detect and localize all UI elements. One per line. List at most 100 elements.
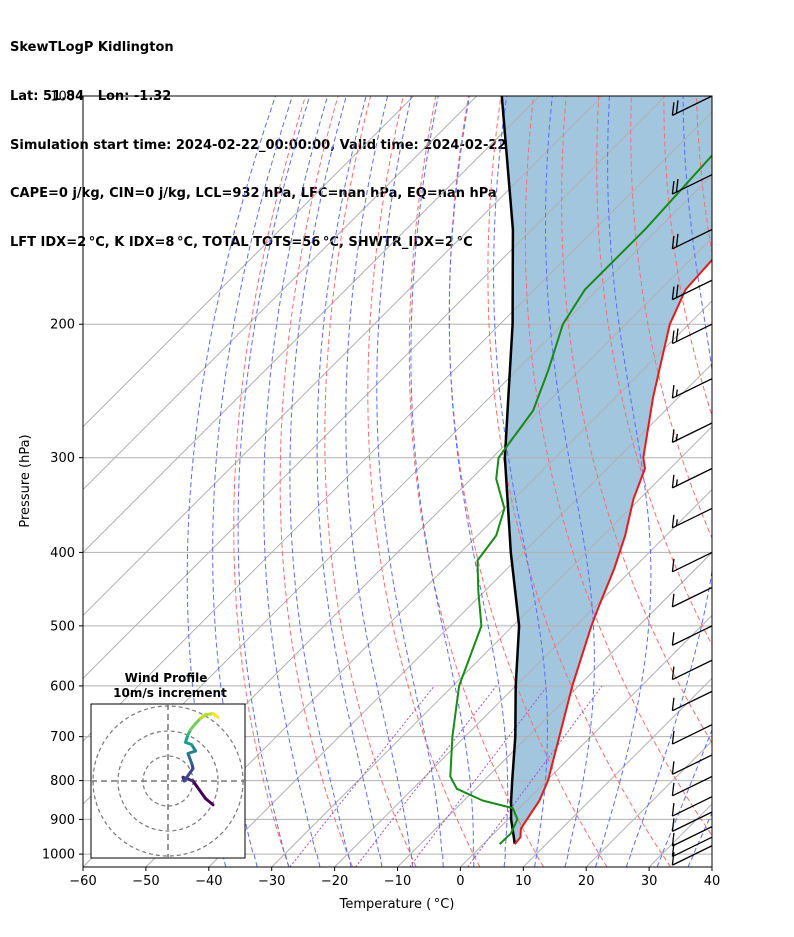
barb-shaft (672, 826, 712, 847)
isotherm-line (271, 425, 712, 867)
barb-feather (675, 100, 679, 114)
x-tick-label: 0 (456, 874, 464, 889)
barb-feather (671, 235, 675, 249)
barb-shaft (672, 323, 712, 345)
hodograph-ring (117, 730, 219, 832)
dry-adiabat (324, 96, 417, 867)
barb-feather (671, 558, 675, 572)
mixing-ratio-line (467, 685, 603, 867)
y-tick-label: 300 (50, 451, 75, 466)
moist-adiabat (719, 96, 794, 867)
barb-feather (671, 593, 675, 607)
isotherm-line (208, 363, 712, 867)
barb-feather (671, 286, 675, 300)
stability-text: CAPE=0 j/kg, CIN=0 j/kg, LCL=932 hPa, LF… (10, 186, 497, 202)
barb-feather (671, 666, 675, 680)
barb-feather (675, 178, 679, 193)
wind-barb (671, 775, 712, 797)
mixing-ratio-line (355, 685, 497, 867)
dry-adiabat (279, 96, 353, 867)
barb-half-feather (675, 389, 678, 397)
barb-shaft (672, 507, 712, 529)
cape-cin-shading (501, 96, 712, 845)
barb-shaft (672, 228, 712, 250)
barb-shaft (672, 378, 712, 399)
barb-shaft (672, 467, 712, 489)
y-tick-label: 500 (50, 619, 75, 634)
wind-barb (671, 551, 712, 573)
dry-adiabat (487, 96, 672, 867)
x-tick-label: 40 (704, 874, 721, 889)
y-tick-label: 800 (50, 774, 75, 789)
barb-shaft (672, 845, 712, 866)
y-tick-label: 400 (50, 546, 75, 561)
dry-adiabat (729, 96, 794, 867)
wind-barb (671, 659, 712, 681)
x-tick-label: −30 (258, 874, 285, 889)
x-axis-label: Temperature ( °C) (339, 897, 455, 912)
dry-adiabat (367, 96, 481, 867)
wind-barb (671, 422, 712, 443)
wind-barb (671, 586, 712, 608)
moist-adiabat (448, 96, 509, 867)
barb-shaft (672, 690, 712, 712)
dry-adiabat (596, 96, 712, 646)
indices-text: LFT IDX=2 °C, K IDX=8 °C, TOTAL TOTS=56 … (10, 234, 473, 250)
isotherm-line (334, 488, 712, 867)
y-tick-label: 100 (50, 90, 75, 105)
inset-subtitle: 10m/s increment (113, 686, 227, 700)
y-tick-label: 1000 (42, 848, 75, 863)
wind-barb (671, 507, 712, 529)
barb-feather (671, 852, 675, 866)
isotherm-line (711, 866, 712, 867)
wind-barb (671, 836, 712, 858)
dry-adiabat (233, 96, 306, 867)
isotherm-line (83, 96, 603, 617)
barb-half-feather (675, 479, 678, 486)
barb-shaft (672, 551, 712, 573)
inset-title: Wind Profile (125, 671, 208, 685)
isotherm-line (83, 96, 477, 491)
dewpoint-line (449, 154, 712, 845)
hodograph-segment (186, 752, 194, 765)
x-tick-label: −60 (69, 874, 96, 889)
x-tick-label: −50 (132, 874, 159, 889)
barb-feather (675, 284, 679, 298)
barb-shaft (672, 279, 712, 301)
wind-barb (671, 690, 712, 712)
moist-adiabat (237, 96, 311, 867)
x-tick-label: −40 (195, 874, 222, 889)
wind-barb (671, 279, 712, 301)
hodograph-segment (191, 779, 207, 800)
barb-shaft (672, 724, 712, 745)
barb-shaft (672, 775, 712, 797)
barb-feather (671, 832, 675, 847)
barb-feather (671, 514, 675, 528)
wind-barb (671, 96, 712, 116)
barb-feather (671, 102, 675, 116)
barb-feather (671, 384, 675, 399)
barb-feather (675, 233, 679, 247)
isotherm-line (83, 96, 415, 428)
wind-barb (671, 826, 712, 847)
wind-barb (671, 845, 712, 866)
parcel-profile-line (500, 96, 521, 845)
y-tick-label: 900 (50, 813, 75, 828)
chart-title: SkewTLogP Kidlington (10, 40, 174, 56)
y-axis-label: Pressure (hPa) (18, 434, 33, 527)
temperature-line (514, 258, 712, 845)
barb-half-feather (675, 519, 678, 526)
wind-barb (671, 174, 712, 195)
barb-feather (671, 843, 675, 857)
wind-barb (671, 625, 712, 646)
barb-shaft (672, 836, 712, 858)
barb-shaft (672, 796, 712, 817)
y-tick-label: 600 (50, 679, 75, 694)
barb-feather (671, 180, 675, 195)
barb-shaft (672, 422, 712, 443)
barb-feather (671, 632, 675, 646)
x-tick-label: 20 (578, 874, 595, 889)
x-tick-label: 10 (515, 874, 532, 889)
barb-shaft (672, 586, 712, 608)
